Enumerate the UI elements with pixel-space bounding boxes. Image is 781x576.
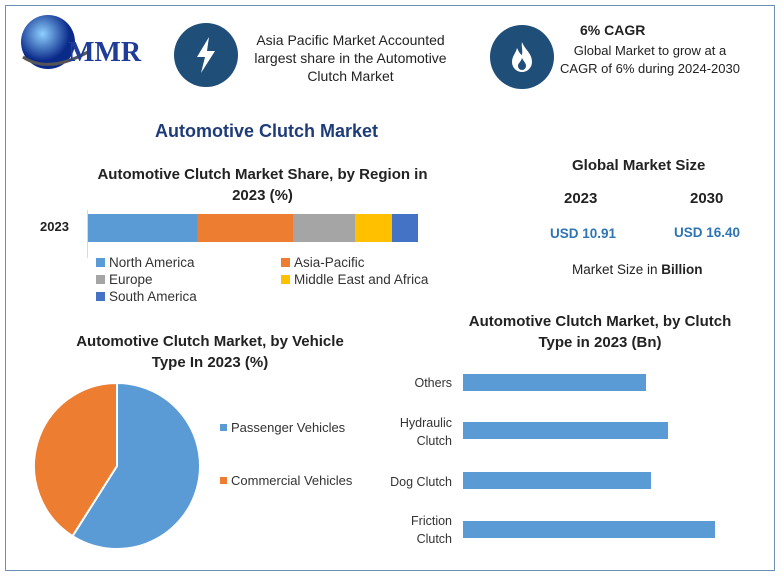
pie-slice-passenger-vehicles: [71, 381, 201, 550]
bar-others: [463, 374, 646, 391]
legend-label: South America: [109, 289, 197, 304]
flame-icon: [490, 25, 554, 89]
clutch-bar-chart: Others Hydraulic Clutch Dog Clutch Friction…: [370, 364, 760, 554]
vehicle-legend: Passenger Vehicles Commercial Vehicles: [220, 420, 352, 526]
bar-friction-clutch: [463, 521, 715, 538]
bar-segment-europe: [292, 214, 356, 242]
info-asia-pacific: Asia Pacific Market Accounted largest sh…: [254, 32, 447, 84]
legend-swatch: [96, 292, 105, 301]
legend-item: Asia-Pacific: [281, 255, 456, 270]
cagr-text: Global Market to grow at a CAGR of 6% du…: [560, 43, 740, 76]
region-chart-title: Automotive Clutch Market Share, by Regio…: [97, 166, 428, 204]
pie-slice-commercial-vehicles: [33, 381, 118, 538]
legend-item: South America: [96, 289, 281, 304]
legend-label: Commercial Vehicles: [231, 473, 353, 488]
lightning-icon: [174, 23, 238, 87]
legend-label: Europe: [109, 272, 153, 287]
legend-item: North America: [96, 255, 281, 270]
legend-swatch: [281, 275, 290, 284]
region-stacked-bar: [88, 214, 418, 242]
legend-item: Commercial Vehicles: [220, 473, 352, 488]
legend-label: Passenger Vehicles: [231, 420, 346, 435]
year-2030: 2030: [690, 190, 724, 207]
note-text: Market Size in: [572, 262, 662, 277]
legend-swatch: [96, 275, 105, 284]
value-2030: USD 16.40: [674, 225, 741, 240]
legend-swatch: [96, 258, 105, 267]
vehicle-pie-chart: [33, 381, 201, 550]
global-title: Global Market Size: [572, 157, 706, 174]
bar-dog-clutch: [463, 472, 651, 489]
bar-segment-middle-east-and-africa: [355, 214, 392, 242]
frame: [5, 5, 775, 571]
main-title: Automotive Clutch Market: [155, 121, 379, 141]
legend-swatch: [220, 424, 227, 431]
note-unit: Billion: [661, 262, 703, 277]
category-label: Others: [414, 376, 452, 390]
category-label: Dog Clutch: [390, 475, 452, 489]
region-category-label: 2023: [40, 219, 69, 234]
region-legend: North America Asia-Pacific Europe Middle Ea…: [96, 255, 456, 304]
vehicle-chart-title: Automotive Clutch Market, by Vehicle Typ…: [76, 333, 344, 371]
clutch-chart-title: Automotive Clutch Market, by Clutch Type…: [468, 313, 732, 351]
legend-swatch: [281, 258, 290, 267]
logo: MMR: [18, 12, 158, 72]
bar-hydraulic-clutch: [463, 422, 668, 439]
globe-logo-icon: [21, 15, 89, 69]
bar-segment-south-america: [391, 214, 418, 242]
market-size-note: Market Size in Billion: [572, 262, 703, 277]
legend-item: Passenger Vehicles: [220, 420, 352, 435]
legend-swatch: [220, 477, 227, 484]
bar-segment-asia-pacific: [196, 214, 293, 242]
value-2023: USD 10.91: [550, 226, 617, 241]
cagr-title: 6% CAGR: [580, 22, 646, 38]
legend-label: Middle East and Africa: [294, 272, 429, 287]
region-axis: [87, 210, 88, 258]
category-label: Friction Clutch: [411, 514, 452, 546]
legend-label: Asia-Pacific: [294, 255, 365, 270]
logo-text: MMR: [68, 37, 142, 68]
category-label: Hydraulic Clutch: [399, 416, 452, 448]
legend-label: North America: [109, 255, 195, 270]
legend-item: Europe: [96, 272, 281, 287]
legend-item: Middle East and Africa: [281, 272, 456, 287]
year-2023: 2023: [564, 190, 598, 207]
bar-segment-north-america: [88, 214, 197, 242]
